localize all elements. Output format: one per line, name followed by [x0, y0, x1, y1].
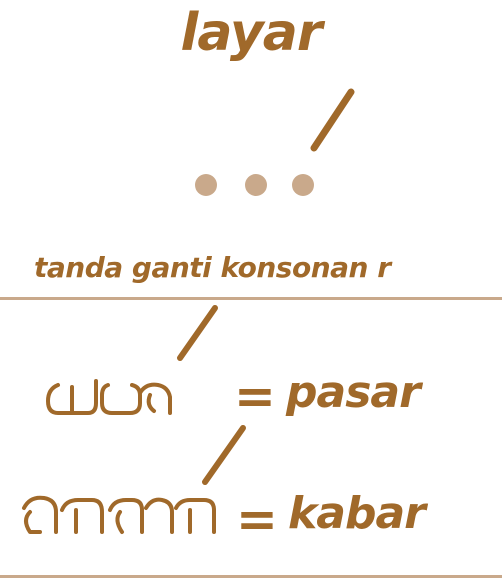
example-word-2: kabar — [288, 488, 426, 539]
javanese-glyph-kabar — [22, 425, 246, 534]
diacritic-label: tanda ganti konsonan r — [34, 251, 391, 284]
equals-sign-1: = — [234, 367, 276, 425]
placeholder-dot-3 — [292, 174, 314, 196]
equals-sign-2: = — [236, 490, 278, 548]
page-title: layar — [180, 3, 323, 63]
placeholder-dot-2 — [245, 174, 267, 196]
example-word-1: pasar — [286, 367, 421, 418]
javanese-glyph-pasar — [46, 305, 218, 415]
top-divider — [0, 297, 502, 300]
layar-stroke — [310, 88, 355, 152]
bottom-divider — [0, 575, 502, 578]
placeholder-dot-1 — [195, 174, 217, 196]
